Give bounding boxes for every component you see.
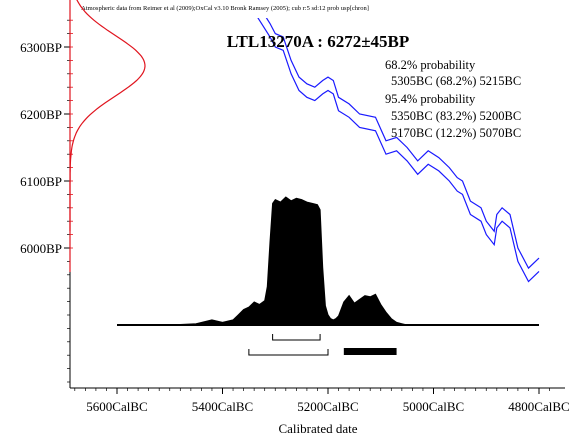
sigma2-range-bracket [248, 349, 329, 356]
y-tick-label: 6000BP [20, 241, 62, 256]
radiocarbon-normal-curve [69, 0, 146, 232]
x-tick-label: 5400CalBC [192, 399, 253, 414]
annotation-2: 5305BC (68.2%) 5215BC [391, 74, 521, 88]
chart-title: LTL13270A : 6272±45BP [227, 32, 410, 51]
annotation-1: 68.2% probability [385, 58, 476, 72]
sigma1-range-bracket [272, 334, 321, 341]
x-tick-label: 5000CalBC [403, 399, 464, 414]
x-axis-ticks: 5600CalBC 5400CalBC 5200CalBC 5000CalBC 4800… [74, 388, 570, 414]
x-axis-label: Calibrated date [278, 421, 357, 436]
x-tick-label: 5200CalBC [297, 399, 358, 414]
y-tick-label: 6200BP [20, 107, 62, 122]
calibration-curve-lower [257, 18, 540, 283]
calibrated-distribution-group [117, 196, 539, 326]
range-bars-group [248, 334, 397, 356]
sigma2-range-bar [343, 348, 397, 355]
calibrated-probability-area [117, 196, 539, 326]
annotation-3: 95.4% probability [385, 92, 476, 106]
y-axis-ticks: 6600BP6500BP6400BP6300BP6200BP6100BP6000… [20, 19, 70, 383]
x-tick-label: 5600CalBC [86, 399, 147, 414]
annotation-5: 5170BC (12.2%) 5070BC [391, 126, 521, 140]
y-tick-label: 6100BP [20, 174, 62, 189]
calibration-curve-group [257, 18, 540, 283]
annotation-4: 5350BC (83.2%) 5200BC [391, 109, 521, 123]
calibration-curve-upper [265, 18, 540, 270]
y-tick-label: 6300BP [20, 40, 62, 55]
x-tick-label: 4800CalBC [508, 399, 569, 414]
credit-line: Atmospheric data from Reimer et al (2009… [81, 5, 369, 12]
radiocarbon-distribution-group [69, 0, 146, 272]
